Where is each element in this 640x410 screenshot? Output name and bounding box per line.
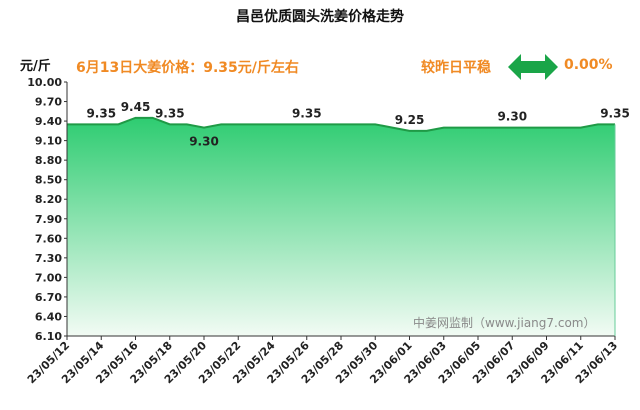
unit-label: 元/斤 — [20, 59, 51, 74]
watermark: 中姜网监制（www.jiang7.com） — [413, 315, 595, 330]
y-tick-label: 6.10 — [35, 330, 62, 343]
y-tick-label: 10.00 — [27, 76, 62, 89]
change-percent: 0.00% — [564, 57, 613, 73]
data-label: 9.35 — [292, 106, 322, 120]
data-label: 9.35 — [155, 106, 185, 120]
y-tick-label: 7.30 — [35, 252, 62, 265]
y-tick-label: 9.40 — [35, 115, 62, 128]
y-tick-label: 7.00 — [35, 271, 62, 284]
y-tick-label: 8.50 — [35, 174, 62, 187]
chart-title: 昌邑优质圆头洗姜价格走势 — [236, 9, 404, 25]
area-fill — [67, 117, 615, 336]
y-tick-label: 8.20 — [35, 193, 62, 206]
y-tick-label: 7.90 — [35, 213, 62, 226]
compare-label: 较昨日平稳 — [421, 60, 491, 76]
data-label: 9.30 — [189, 135, 219, 149]
y-tick-label: 8.80 — [35, 154, 62, 167]
data-label: 9.30 — [497, 110, 527, 124]
y-tick-label: 6.70 — [35, 291, 62, 304]
y-tick-label: 6.40 — [35, 310, 62, 323]
y-tick-label: 9.70 — [35, 96, 62, 109]
y-tick-label: 9.10 — [35, 135, 62, 148]
data-label: 9.35 — [600, 106, 630, 120]
data-label: 9.45 — [121, 100, 151, 114]
price-note: 6月13日大姜价格：9.35元/斤左右 — [76, 60, 299, 76]
double-arrow-icon — [508, 54, 558, 80]
y-tick-label: 7.60 — [35, 232, 62, 245]
series-line — [67, 116, 615, 132]
data-label: 9.25 — [395, 113, 425, 127]
data-label: 9.35 — [86, 106, 116, 120]
